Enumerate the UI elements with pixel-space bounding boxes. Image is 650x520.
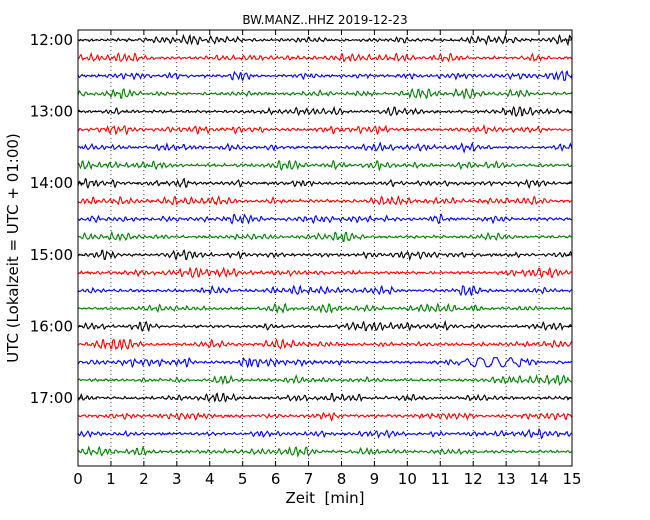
y-axis-label: UTC (Lokalzeit = UTC + 01:00) xyxy=(4,133,22,363)
x-tick-label: 12 xyxy=(464,470,483,488)
trace-row-9 xyxy=(77,194,573,206)
x-tick-label: 8 xyxy=(337,470,347,488)
trace-row-0 xyxy=(77,33,573,47)
trace-row-21 xyxy=(77,411,573,422)
x-tick-label: 15 xyxy=(562,470,581,488)
trace-row-15 xyxy=(77,302,573,315)
y-tick-label: 16:00 xyxy=(30,317,73,335)
x-axis-label: Zeit [min] xyxy=(285,489,364,507)
x-tick-label: 6 xyxy=(271,470,281,488)
x-axis-ticks: 0 1 2 3 4 5 6 7 8 9 10 11 12 13 14 15 xyxy=(73,30,582,488)
trace-group xyxy=(77,33,573,458)
x-tick-label: 1 xyxy=(106,470,116,488)
y-tick-label: 17:00 xyxy=(30,389,73,407)
trace-row-20 xyxy=(77,392,573,403)
x-tick-label: 9 xyxy=(370,470,380,488)
trace-row-4 xyxy=(77,105,573,117)
x-tick-label: 3 xyxy=(172,470,182,488)
x-tick-label: 10 xyxy=(398,470,417,488)
trace-row-7 xyxy=(77,159,573,172)
x-tick-label: 5 xyxy=(238,470,248,488)
x-tick-label: 13 xyxy=(497,470,516,488)
y-tick-label: 12:00 xyxy=(30,31,73,49)
trace-row-5 xyxy=(77,123,573,136)
trace-row-11 xyxy=(77,230,572,242)
x-tick-label: 14 xyxy=(530,470,549,488)
x-tick-label: 2 xyxy=(139,470,149,488)
trace-row-2 xyxy=(77,70,573,82)
x-tick-label: 11 xyxy=(431,470,450,488)
y-tick-label: 14:00 xyxy=(30,174,73,192)
trace-row-8 xyxy=(77,177,573,190)
y-tick-label: 13:00 xyxy=(30,103,73,121)
trace-row-6 xyxy=(77,141,573,154)
trace-row-16 xyxy=(77,319,573,333)
x-tick-label: 4 xyxy=(205,470,215,488)
trace-row-19 xyxy=(77,374,573,386)
chart-title: BW.MANZ..HHZ 2019-12-23 xyxy=(242,13,407,27)
trace-row-12 xyxy=(77,249,573,262)
trace-row-22 xyxy=(77,428,573,440)
trace-row-14 xyxy=(77,284,573,297)
y-tick-label: 15:00 xyxy=(30,246,73,264)
trace-row-23 xyxy=(77,445,573,458)
x-tick-label: 7 xyxy=(304,470,314,488)
y-axis-ticks: 12:00 13:00 14:00 15:00 16:00 17:00 xyxy=(30,31,572,407)
trace-row-10 xyxy=(77,213,573,225)
trace-row-18 xyxy=(77,356,573,369)
plot-frame xyxy=(77,29,573,467)
vertical-grid xyxy=(110,30,540,466)
trace-row-1 xyxy=(77,51,573,63)
x-tick-label: 0 xyxy=(73,470,83,488)
trace-row-17 xyxy=(77,338,573,351)
trace-row-3 xyxy=(77,87,573,100)
trace-row-13 xyxy=(77,266,573,279)
